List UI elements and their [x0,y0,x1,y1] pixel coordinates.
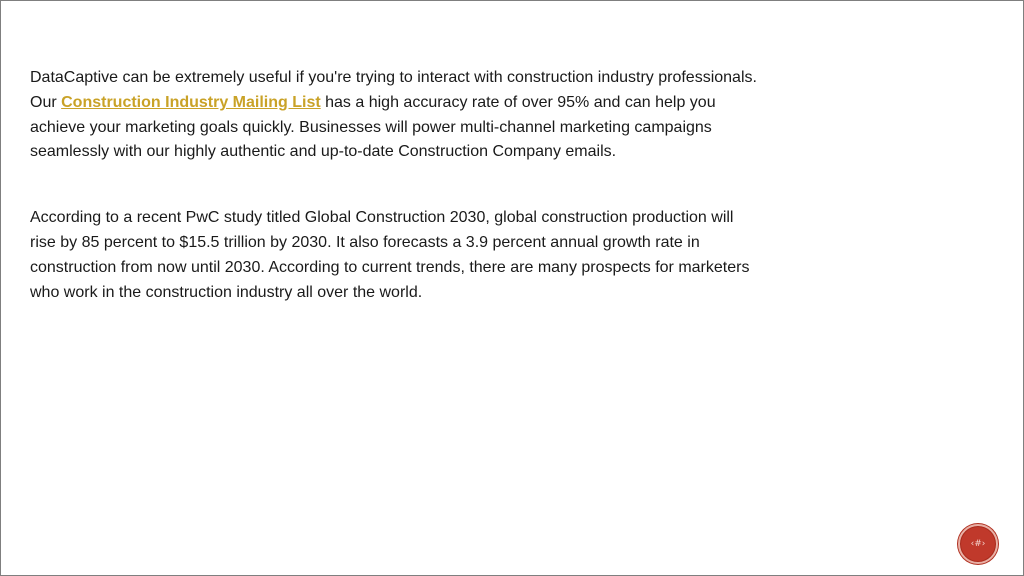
page-number-badge: ‹#› [958,524,998,564]
paragraph-pwc-study: According to a recent PwC study titled G… [30,209,750,301]
page-number: ‹#› [970,539,986,549]
paragraph-intro-text-end: has a high accuracy rate of over 95% and… [30,93,716,161]
paragraph-intro: DataCaptive can be extremely useful if y… [30,66,760,165]
construction-mailing-list-link[interactable]: Construction Industry Mailing List [61,93,321,111]
paragraph-intro-text-start: DataCaptive can be extremely useful if y… [30,69,757,111]
slide-body: DataCaptive can be extremely useful if y… [30,66,760,305]
